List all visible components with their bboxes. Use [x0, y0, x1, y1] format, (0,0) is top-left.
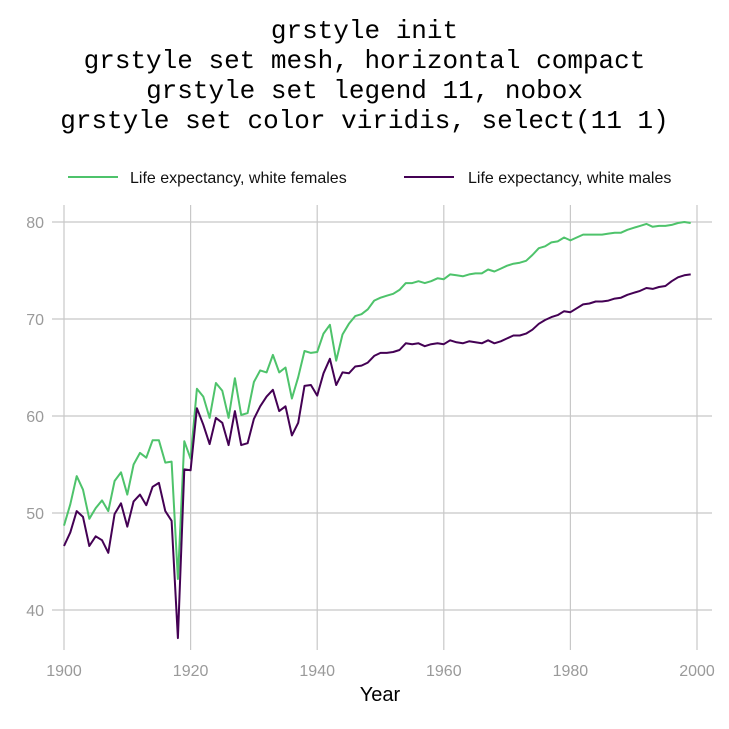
title-line-3: grstyle set legend 11, nobox: [146, 76, 583, 106]
x-tick-label: 1900: [46, 663, 82, 680]
x-tick-label: 1920: [173, 663, 209, 680]
y-tick-label: 40: [26, 603, 44, 620]
series-line-2: [63, 273, 691, 640]
y-tick-label: 60: [26, 409, 44, 426]
x-axis-title: Year: [360, 684, 401, 706]
x-tick-label: 2000: [679, 663, 715, 680]
series-line-1: [63, 221, 691, 580]
chart-title: grstyle init grstyle set mesh, horizonta…: [0, 16, 729, 136]
legend-label-2: Life expectancy, white males: [468, 170, 671, 187]
y-tick-label: 70: [26, 312, 44, 329]
x-axis-ticks: 1900 1920 1940 1960 1980 2000: [46, 663, 715, 680]
legend: Life expectancy, white females Life expec…: [68, 170, 671, 187]
y-axis-ticks: 40 50 60 70 80: [26, 215, 44, 620]
title-line-4: grstyle set color viridis, select(11 1): [60, 106, 669, 136]
y-tick-label: 50: [26, 506, 44, 523]
grid-lines: [52, 205, 712, 650]
y-tick-label: 80: [26, 215, 44, 232]
x-tick-label: 1980: [553, 663, 589, 680]
legend-label-1: Life expectancy, white females: [130, 170, 347, 187]
x-tick-label: 1940: [299, 663, 335, 680]
title-line-1: grstyle init: [270, 16, 459, 46]
title-line-2: grstyle set mesh, horizontal compact: [83, 46, 646, 76]
series-lines: [63, 221, 691, 640]
x-tick-label: 1960: [426, 663, 462, 680]
